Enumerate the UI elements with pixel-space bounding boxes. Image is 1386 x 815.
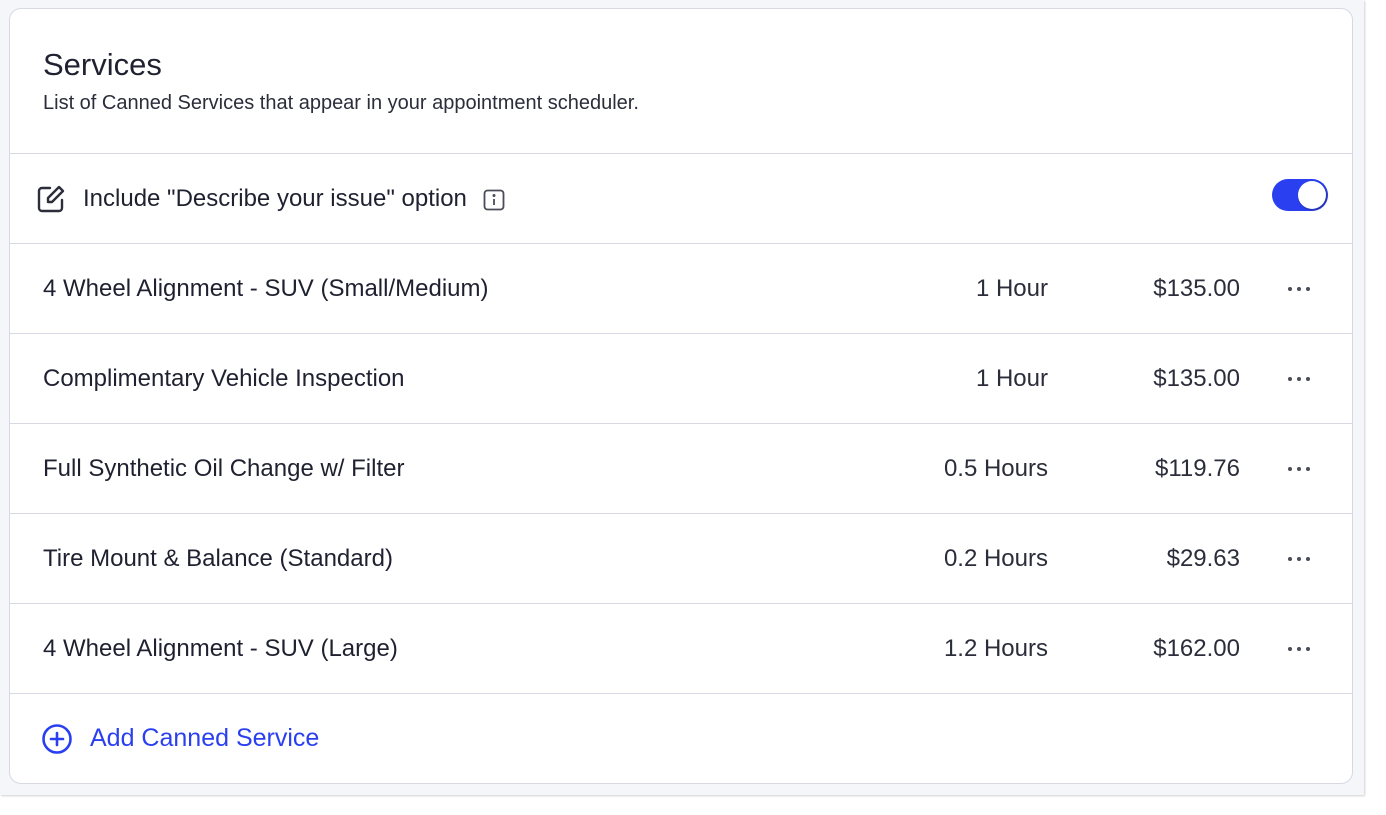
edit-icon bbox=[35, 183, 67, 215]
card-header: Services List of Canned Services that ap… bbox=[10, 9, 1352, 154]
more-options-icon[interactable] bbox=[1284, 634, 1314, 664]
service-name: 4 Wheel Alignment - SUV (Large) bbox=[43, 634, 398, 662]
service-row[interactable]: 4 Wheel Alignment - SUV (Small/Medium) 1 … bbox=[10, 244, 1352, 334]
service-duration: 1 Hour bbox=[975, 364, 1048, 392]
service-duration: 0.5 Hours bbox=[943, 454, 1048, 482]
service-name: Complimentary Vehicle Inspection bbox=[43, 364, 405, 392]
service-duration: 1 Hour bbox=[975, 274, 1048, 302]
service-duration: 1.2 Hours bbox=[943, 634, 1048, 662]
add-canned-service-button[interactable]: Add Canned Service bbox=[10, 694, 1352, 783]
service-row[interactable]: 4 Wheel Alignment - SUV (Large) 1.2 Hours… bbox=[10, 604, 1352, 694]
service-name: Full Synthetic Oil Change w/ Filter bbox=[43, 454, 405, 482]
service-row[interactable]: Full Synthetic Oil Change w/ Filter 0.5 H… bbox=[10, 424, 1352, 514]
service-price: $119.76 bbox=[1155, 454, 1240, 482]
describe-issue-row: Include "Describe your issue" option bbox=[10, 154, 1352, 244]
service-price: $162.00 bbox=[1153, 634, 1240, 662]
more-options-icon[interactable] bbox=[1284, 544, 1314, 574]
add-canned-service-label: Add Canned Service bbox=[90, 724, 320, 752]
page-title: Services bbox=[43, 47, 162, 82]
describe-issue-label: Include "Describe your issue" option bbox=[83, 184, 467, 212]
service-duration: 0.2 Hours bbox=[943, 544, 1048, 572]
service-row[interactable]: Tire Mount & Balance (Standard) 0.2 Hours… bbox=[10, 514, 1352, 604]
service-price: $135.00 bbox=[1153, 274, 1240, 302]
more-options-icon[interactable] bbox=[1284, 364, 1314, 394]
toggle-knob bbox=[1298, 181, 1326, 209]
services-card: Services List of Canned Services that ap… bbox=[9, 8, 1353, 784]
service-name: Tire Mount & Balance (Standard) bbox=[43, 544, 393, 572]
service-name: 4 Wheel Alignment - SUV (Small/Medium) bbox=[43, 274, 489, 302]
info-icon[interactable] bbox=[483, 189, 505, 210]
more-options-icon[interactable] bbox=[1284, 274, 1314, 304]
service-row[interactable]: Complimentary Vehicle Inspection 1 Hour $1… bbox=[10, 334, 1352, 424]
page-subtitle: List of Canned Services that appear in y… bbox=[43, 92, 639, 114]
plus-circle-icon bbox=[41, 723, 90, 755]
service-list: 4 Wheel Alignment - SUV (Small/Medium) 1 … bbox=[10, 244, 1352, 694]
service-price: $135.00 bbox=[1153, 364, 1240, 392]
page-background: Services List of Canned Services that ap… bbox=[9, 8, 1353, 784]
describe-issue-toggle[interactable] bbox=[1272, 179, 1328, 211]
more-options-icon[interactable] bbox=[1284, 454, 1314, 484]
service-price: $29.63 bbox=[1166, 544, 1240, 572]
